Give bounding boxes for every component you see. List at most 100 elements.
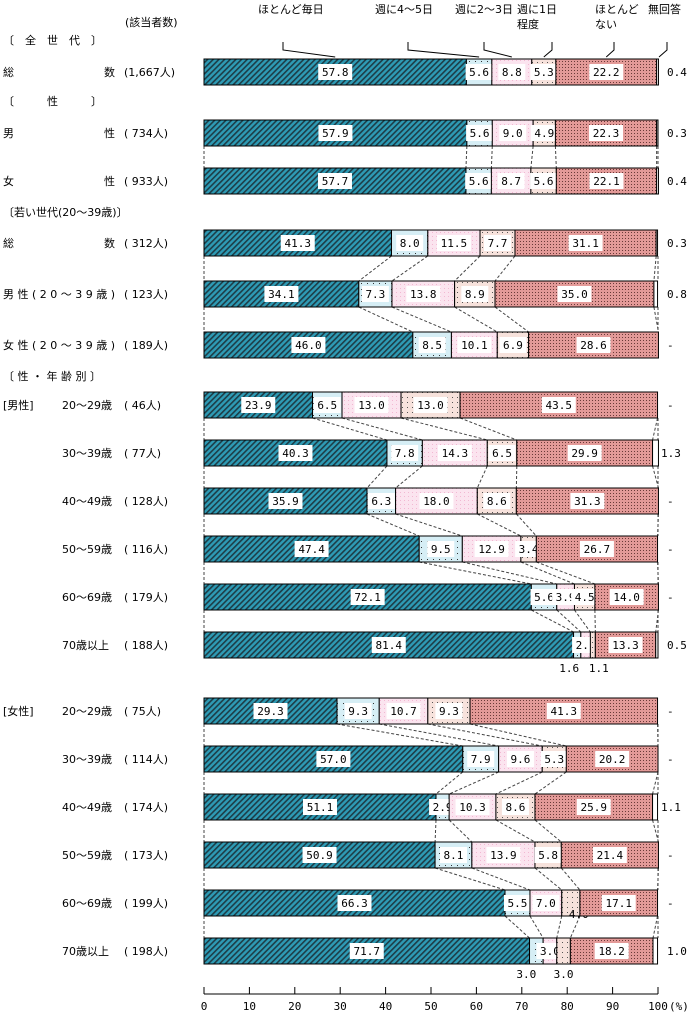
data-label-box: [313, 397, 341, 413]
no-answer-label: -: [667, 339, 674, 352]
data-label: 18.0: [423, 495, 450, 508]
data-label: 6.9: [503, 339, 523, 352]
data-label-box: [484, 235, 512, 251]
data-label: 57.7: [322, 175, 349, 188]
connector-line: [465, 145, 468, 169]
data-label: 66.3: [341, 897, 368, 910]
data-label: 5.6: [470, 127, 490, 140]
data-label: 22.3: [593, 127, 620, 140]
connector-line: [652, 915, 659, 939]
no-answer-label: -: [667, 705, 674, 718]
row-label: 60～69歳: [62, 591, 112, 604]
x-tick-label: 10: [243, 1000, 256, 1013]
legend-label: 週に1日: [517, 3, 557, 16]
data-label: 3.9: [556, 591, 576, 604]
data-label: 57.8: [322, 66, 349, 79]
data-label-box: [350, 589, 385, 605]
connector-line: [462, 561, 557, 585]
connector-line: [391, 306, 452, 333]
data-label-box: [503, 895, 531, 911]
connector-line: [395, 513, 463, 537]
connector-line: [534, 867, 563, 891]
no-answer-label: 0.5: [667, 639, 687, 652]
data-label: 13.0: [358, 399, 385, 412]
no-answer-label: 0.3: [667, 237, 687, 250]
data-label: 8.7: [501, 175, 521, 188]
data-label: 23.9: [245, 399, 272, 412]
data-label-box: [361, 286, 389, 302]
data-label: 14.0: [613, 591, 640, 604]
legend-label: 無回答: [648, 2, 681, 16]
connector-line: [569, 915, 581, 939]
data-label-box: [570, 493, 605, 509]
no-answer-label: 1.0: [667, 945, 687, 958]
data-label-box: [406, 286, 441, 302]
data-label: 13.3: [612, 639, 639, 652]
data-label-box: [371, 637, 406, 653]
row-label: 女性: [3, 174, 115, 188]
data-label-box: [302, 799, 337, 815]
no-answer-label: -: [667, 591, 674, 604]
data-label-box: [465, 173, 493, 189]
connector-lines: [203, 145, 659, 939]
data-label-box: [499, 337, 527, 353]
bar-segment-5: [652, 937, 659, 965]
data-label: 17.1: [605, 897, 632, 910]
data-label-box: [316, 751, 351, 767]
x-unit-label: (%): [669, 1000, 689, 1013]
connector-line: [341, 417, 423, 441]
data-label-box: [461, 286, 489, 302]
data-label: 3.4: [519, 543, 539, 556]
row-label: 70歳以上: [62, 945, 109, 958]
data-label-box: [499, 125, 527, 141]
data-label-box: [595, 751, 630, 767]
data-label-box: [609, 589, 644, 605]
legend-label: ほとんど: [595, 3, 639, 16]
data-label: 8.1: [444, 849, 464, 862]
x-tick-label: 0: [201, 1000, 208, 1013]
data-label: 47.4: [298, 543, 325, 556]
data-label: 10.3: [459, 801, 486, 814]
data-label: 10.7: [390, 705, 417, 718]
bar-segment-4: [515, 487, 659, 515]
data-label-box: [391, 445, 419, 461]
row-label: 20～29歳: [62, 705, 112, 718]
data-label: 51.1: [307, 801, 334, 814]
x-tick-label: 100: [648, 1000, 668, 1013]
connector-line: [653, 255, 657, 282]
legend-label: 週に4～5日: [375, 3, 433, 16]
bar-segment-3: [556, 937, 571, 965]
bars: 57.8 5.6 8.8 5.3 22.2 0.4 57.9 5.6 9.0 4.9 22.3 0.3…: [203, 58, 687, 981]
data-label: 14.3: [442, 447, 469, 460]
x-tick-label: 30: [334, 1000, 347, 1013]
connector-line: [358, 306, 414, 333]
group-label-female: [女性]: [3, 704, 34, 718]
data-label: 4.5: [575, 591, 595, 604]
data-label-box: [497, 173, 525, 189]
data-label-box: [241, 397, 276, 413]
data-label: 6.5: [492, 447, 512, 460]
data-label-box: [437, 445, 472, 461]
data-label: 1.1: [589, 662, 609, 675]
leader-line: [407, 42, 480, 58]
data-label-box: [546, 703, 581, 719]
row-count: ( 198人): [124, 945, 168, 958]
row-count: ( 77人): [124, 447, 161, 460]
data-label: 3.0: [516, 968, 536, 981]
connector-line: [556, 609, 582, 633]
data-label: 12.9: [478, 543, 505, 556]
connector-line: [469, 723, 567, 747]
data-label: 5.3: [534, 66, 554, 79]
connector-line: [531, 609, 574, 633]
connector-line: [652, 417, 659, 441]
connector-line: [560, 867, 581, 891]
data-label-box: [278, 445, 313, 461]
x-tick-label: 40: [379, 1000, 392, 1013]
data-label-box: [337, 895, 372, 911]
connector-line: [454, 306, 498, 333]
data-label-box: [435, 703, 463, 719]
data-label-box: [530, 64, 558, 80]
data-label-box: [571, 589, 599, 605]
row-label: 女性(20～39歳): [3, 338, 115, 352]
data-label-box: [532, 895, 560, 911]
